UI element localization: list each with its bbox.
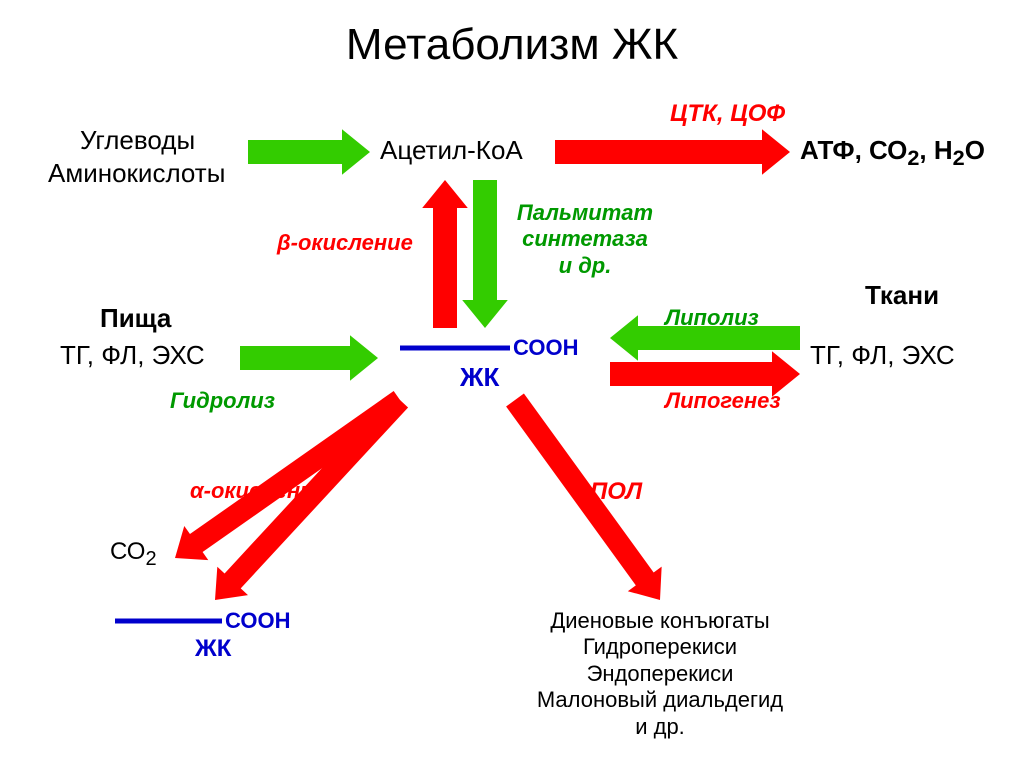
node-zhk_bottom: ЖК <box>195 635 231 663</box>
node-tkani: Ткани <box>865 280 939 311</box>
node-cooh_bottom: СООН <box>225 608 290 634</box>
node-palm_synth: Пальмитатсинтетазаи др. <box>500 200 670 279</box>
node-carbs: Углеводы <box>80 125 195 156</box>
arrows-layer <box>0 0 1024 767</box>
arrow-acetyl_to_atp <box>555 129 790 175</box>
node-tg_fl_right: ТГ, ФЛ, ЭХС <box>810 340 955 371</box>
arrow-carbs_to_acetyl <box>248 129 370 175</box>
node-lipogenesis: Липогенез <box>665 388 781 414</box>
node-hydrolysis: Гидролиз <box>170 388 275 414</box>
node-pol: ПОЛ <box>590 478 642 506</box>
node-acetyl: Ацетил-КоА <box>380 135 523 166</box>
node-co2_bottom: СО2 <box>110 538 157 571</box>
node-products: Диеновые конъюгатыГидроперекисиЭндоперек… <box>520 608 800 740</box>
arrow-tg_left_to_zhk <box>240 335 378 381</box>
node-atp: АТФ, СО2, Н2О <box>800 135 985 171</box>
node-pishcha: Пища <box>100 303 171 334</box>
node-ctk: ЦТК, ЦОФ <box>670 100 785 128</box>
page-title: Метаболизм ЖК <box>0 20 1024 70</box>
node-zhk_center: ЖК <box>460 362 499 393</box>
diagram-canvas: Метаболизм ЖК УглеводыАминокислоты Ацетил… <box>0 0 1024 767</box>
arrow-zhk_to_co2_alpha <box>175 391 406 560</box>
node-cooh_center: СООН <box>513 335 578 361</box>
node-amino: Аминокислоты <box>48 158 225 189</box>
node-beta_ox: β-окисление <box>277 230 413 256</box>
arrow-zhk_to_acetyl_beta <box>422 180 468 328</box>
node-tg_fl_left: ТГ, ФЛ, ЭХС <box>60 340 205 371</box>
node-alpha_ox: α-окисление <box>190 478 326 504</box>
node-lipolysis: Липолиз <box>665 305 759 331</box>
